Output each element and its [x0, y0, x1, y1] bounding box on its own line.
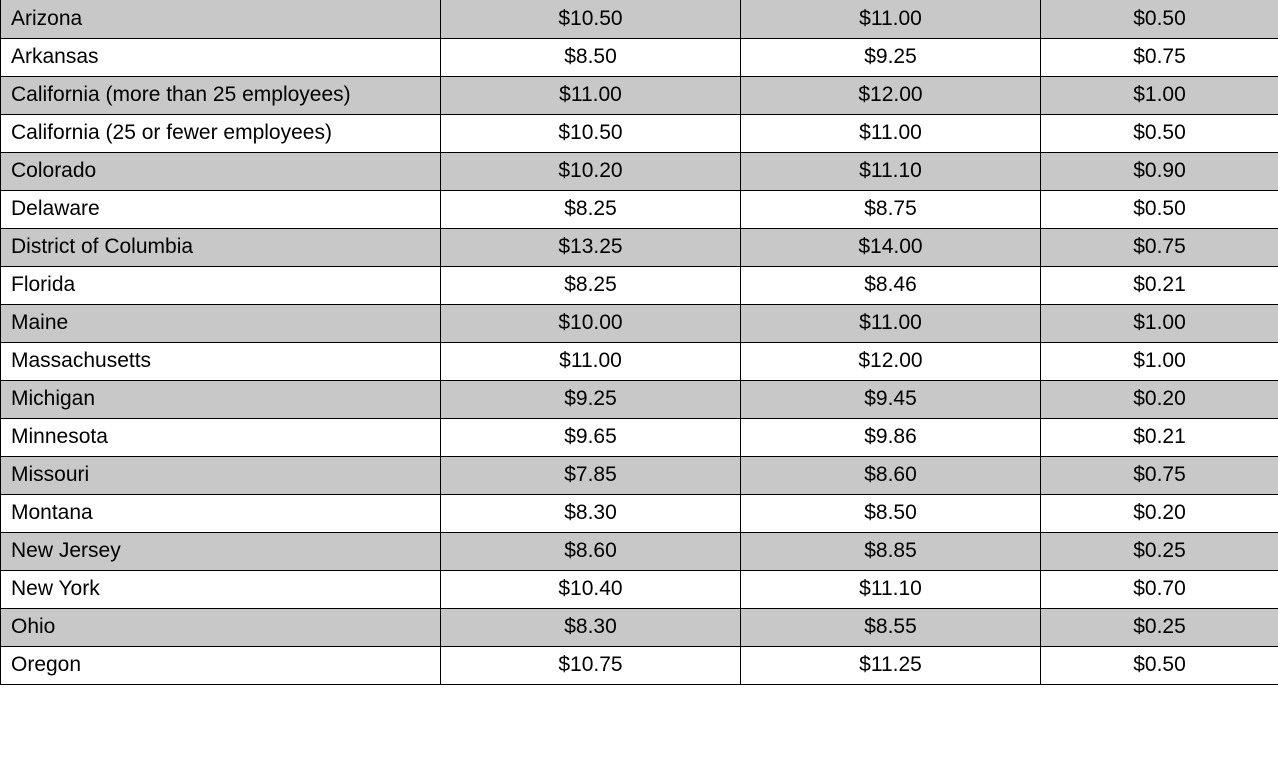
state-cell: District of Columbia [1, 228, 441, 266]
value-cell-3: $0.70 [1041, 570, 1278, 608]
state-cell: Michigan [1, 380, 441, 418]
table-row: Ohio$8.30$8.55$0.25 [1, 608, 1278, 646]
state-cell: Minnesota [1, 418, 441, 456]
value-cell-2: $12.00 [741, 342, 1041, 380]
value-cell-2: $11.10 [741, 152, 1041, 190]
table-row: Florida$8.25$8.46$0.21 [1, 266, 1278, 304]
value-cell-2: $11.10 [741, 570, 1041, 608]
value-cell-1: $10.40 [441, 570, 741, 608]
value-cell-2: $8.75 [741, 190, 1041, 228]
value-cell-3: $0.50 [1041, 646, 1278, 684]
value-cell-3: $1.00 [1041, 304, 1278, 342]
value-cell-3: $0.21 [1041, 418, 1278, 456]
table-row: District of Columbia$13.25$14.00$0.75 [1, 228, 1278, 266]
value-cell-1: $10.00 [441, 304, 741, 342]
value-cell-1: $9.25 [441, 380, 741, 418]
state-cell: Colorado [1, 152, 441, 190]
value-cell-1: $11.00 [441, 342, 741, 380]
value-cell-2: $11.00 [741, 304, 1041, 342]
value-cell-1: $8.30 [441, 608, 741, 646]
value-cell-1: $13.25 [441, 228, 741, 266]
table-row: Oregon$10.75$11.25$0.50 [1, 646, 1278, 684]
value-cell-1: $10.50 [441, 0, 741, 38]
value-cell-3: $0.75 [1041, 456, 1278, 494]
value-cell-3: $0.50 [1041, 190, 1278, 228]
value-cell-2: $11.00 [741, 0, 1041, 38]
value-cell-3: $1.00 [1041, 342, 1278, 380]
value-cell-1: $7.85 [441, 456, 741, 494]
value-cell-1: $11.00 [441, 76, 741, 114]
value-cell-2: $8.46 [741, 266, 1041, 304]
state-cell: Delaware [1, 190, 441, 228]
value-cell-1: $9.65 [441, 418, 741, 456]
value-cell-1: $8.25 [441, 266, 741, 304]
value-cell-2: $9.25 [741, 38, 1041, 76]
state-cell: New Jersey [1, 532, 441, 570]
table-row: Maine$10.00$11.00$1.00 [1, 304, 1278, 342]
value-cell-3: $0.25 [1041, 608, 1278, 646]
value-cell-2: $9.86 [741, 418, 1041, 456]
table-row: Colorado$10.20$11.10$0.90 [1, 152, 1278, 190]
table-row: Arkansas$8.50$9.25$0.75 [1, 38, 1278, 76]
value-cell-3: $0.75 [1041, 228, 1278, 266]
table-row: Arizona$10.50$11.00$0.50 [1, 0, 1278, 38]
table-row: Michigan$9.25$9.45$0.20 [1, 380, 1278, 418]
state-cell: New York [1, 570, 441, 608]
value-cell-3: $0.90 [1041, 152, 1278, 190]
table-row: Delaware$8.25$8.75$0.50 [1, 190, 1278, 228]
state-cell: Missouri [1, 456, 441, 494]
value-cell-2: $11.25 [741, 646, 1041, 684]
state-cell: Maine [1, 304, 441, 342]
value-cell-1: $8.60 [441, 532, 741, 570]
value-cell-2: $8.55 [741, 608, 1041, 646]
table-row: Missouri$7.85$8.60$0.75 [1, 456, 1278, 494]
value-cell-2: $8.60 [741, 456, 1041, 494]
state-cell: Montana [1, 494, 441, 532]
value-cell-2: $8.85 [741, 532, 1041, 570]
table-row: California (more than 25 employees)$11.0… [1, 76, 1278, 114]
state-cell: California (25 or fewer employees) [1, 114, 441, 152]
state-cell: Florida [1, 266, 441, 304]
value-cell-1: $10.50 [441, 114, 741, 152]
value-cell-2: $8.50 [741, 494, 1041, 532]
wage-table: Arizona$10.50$11.00$0.50Arkansas$8.50$9.… [0, 0, 1278, 685]
value-cell-1: $10.20 [441, 152, 741, 190]
table-row: Montana$8.30$8.50$0.20 [1, 494, 1278, 532]
table-row: Minnesota$9.65$9.86$0.21 [1, 418, 1278, 456]
value-cell-3: $0.20 [1041, 380, 1278, 418]
value-cell-3: $0.21 [1041, 266, 1278, 304]
table-row: California (25 or fewer employees)$10.50… [1, 114, 1278, 152]
value-cell-3: $0.50 [1041, 114, 1278, 152]
state-cell: Oregon [1, 646, 441, 684]
value-cell-1: $8.30 [441, 494, 741, 532]
value-cell-2: $11.00 [741, 114, 1041, 152]
value-cell-3: $0.75 [1041, 38, 1278, 76]
table-row: New York$10.40$11.10$0.70 [1, 570, 1278, 608]
value-cell-3: $0.50 [1041, 0, 1278, 38]
value-cell-2: $9.45 [741, 380, 1041, 418]
table-row: New Jersey$8.60$8.85$0.25 [1, 532, 1278, 570]
value-cell-3: $1.00 [1041, 76, 1278, 114]
value-cell-1: $8.50 [441, 38, 741, 76]
state-cell: Arkansas [1, 38, 441, 76]
value-cell-1: $8.25 [441, 190, 741, 228]
state-cell: Ohio [1, 608, 441, 646]
value-cell-1: $10.75 [441, 646, 741, 684]
value-cell-2: $12.00 [741, 76, 1041, 114]
value-cell-3: $0.25 [1041, 532, 1278, 570]
value-cell-2: $14.00 [741, 228, 1041, 266]
state-cell: Massachusetts [1, 342, 441, 380]
table-row: Massachusetts$11.00$12.00$1.00 [1, 342, 1278, 380]
state-cell: California (more than 25 employees) [1, 76, 441, 114]
value-cell-3: $0.20 [1041, 494, 1278, 532]
state-cell: Arizona [1, 0, 441, 38]
